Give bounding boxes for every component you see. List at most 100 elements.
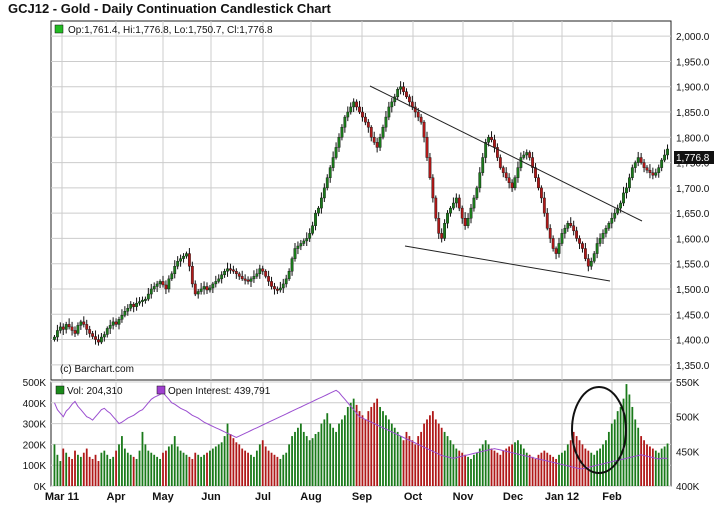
volume-bar: [150, 452, 153, 486]
volume-bar: [206, 452, 208, 486]
volume-bar: [370, 406, 373, 486]
volume-bar: [387, 419, 390, 486]
candle-body: [484, 142, 488, 158]
candle-body: [378, 137, 382, 148]
candle-body: [176, 260, 180, 267]
volume-bar: [426, 419, 428, 486]
candle-body: [619, 202, 623, 209]
volume-bar: [311, 438, 314, 486]
candle-body: [273, 286, 276, 290]
open-interest-tick-label: 450K: [676, 447, 700, 458]
volume-legend: Vol: 204,310: [67, 386, 123, 397]
candle-body: [94, 336, 97, 340]
candle-body: [91, 333, 95, 337]
candle-body: [396, 89, 400, 98]
open-interest-tick-label: 500K: [676, 413, 700, 424]
open-interest-axis: 550K 500K 450K 400K: [676, 378, 700, 493]
candle-body: [384, 116, 388, 128]
volume-bar: [505, 448, 508, 486]
volume-bar: [59, 461, 62, 486]
volume-bar: [294, 431, 296, 486]
candle-body: [578, 238, 581, 244]
volume-bar: [53, 444, 56, 486]
candle-body: [402, 86, 405, 92]
volume-bar: [264, 446, 267, 486]
volume-bar: [593, 454, 596, 486]
candle-body: [437, 217, 441, 234]
volume-bar: [173, 436, 176, 486]
volume-bar: [250, 454, 252, 486]
candle-body: [457, 197, 461, 209]
price-tick-label: 1,950.0: [676, 57, 710, 68]
candle-body: [132, 303, 136, 307]
volume-bar: [71, 458, 73, 486]
candle-body: [158, 281, 162, 285]
candle-body: [261, 268, 265, 272]
month-label: Apr: [107, 491, 127, 503]
candle-body: [349, 106, 353, 113]
candle-body: [639, 157, 643, 163]
volume-bar: [285, 452, 288, 486]
volume-bar: [569, 440, 572, 486]
candle-body: [501, 167, 505, 173]
credit-label: (c) Barchart.com: [60, 364, 134, 375]
volume-bar: [135, 458, 138, 486]
candle-body: [519, 157, 523, 168]
volume-bar: [232, 438, 235, 486]
candle-body: [237, 273, 241, 277]
candle-body: [584, 248, 587, 259]
volume-bar: [555, 458, 557, 486]
price-tick-label: 1,350.0: [676, 361, 710, 372]
candle-body: [487, 137, 490, 143]
volume-bar: [176, 446, 179, 486]
volume-bar: [299, 423, 302, 486]
volume-bar: [85, 448, 88, 486]
volume-bar: [341, 419, 343, 486]
candle-body: [317, 207, 320, 214]
candle-body: [625, 187, 628, 194]
candle-body: [202, 286, 206, 290]
candle-body: [466, 217, 470, 226]
volume-bar: [247, 452, 249, 486]
candle-body: [129, 303, 133, 309]
volume-bar: [437, 423, 440, 486]
candle-body: [343, 116, 347, 128]
candle-body: [141, 299, 144, 302]
candle-body: [337, 137, 341, 148]
volume-bar: [546, 452, 549, 486]
candle-body: [287, 271, 291, 280]
volume-bar: [578, 440, 581, 486]
candle-body: [454, 197, 458, 204]
volume-bar: [65, 452, 68, 486]
volume-bar: [531, 456, 534, 486]
volume-legend-swatch: [55, 385, 65, 395]
candle-body: [88, 329, 92, 334]
volume-bar: [329, 423, 332, 486]
volume-bar: [502, 450, 505, 486]
volume-bar: [493, 450, 496, 486]
volume-bar: [490, 448, 493, 486]
candle-body: [58, 326, 62, 331]
volume-bar: [88, 456, 91, 486]
candle-body: [105, 328, 109, 335]
volume-bar: [121, 436, 123, 486]
volume-bar: [323, 419, 326, 486]
volume-bar: [607, 431, 610, 486]
volume-bar: [138, 450, 141, 486]
volume-bar: [402, 440, 405, 486]
candle-body: [663, 154, 667, 161]
month-label: Nov: [453, 491, 475, 503]
volume-bar: [373, 402, 376, 486]
volume-bar: [258, 444, 261, 486]
volume-bar: [288, 444, 291, 486]
price-tick-label: 1,650.0: [676, 209, 710, 220]
candle-body: [76, 325, 80, 334]
volume-bar: [332, 427, 335, 486]
candle-body: [108, 325, 112, 329]
volume-bar: [165, 450, 167, 486]
volume-bar: [291, 436, 293, 486]
candle-body: [284, 278, 288, 285]
candle-body: [182, 255, 185, 259]
month-label: Jun: [201, 491, 221, 503]
volume-bar: [481, 444, 484, 486]
